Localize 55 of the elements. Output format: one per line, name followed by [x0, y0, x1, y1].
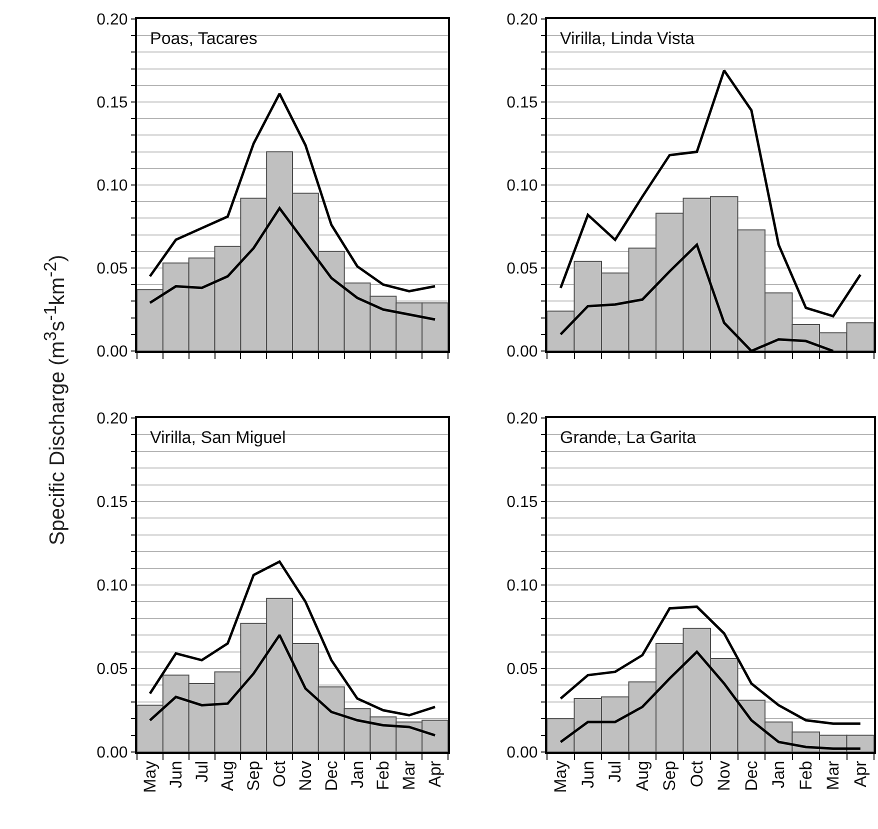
x-tick-label: Mar	[400, 760, 419, 790]
x-tick-label: Jan	[769, 760, 788, 788]
y-tick-label: 0.10	[96, 578, 128, 595]
x-tick-label: Nov	[296, 760, 315, 792]
x-tick-label: Jul	[192, 760, 212, 783]
y-tick-label: 0.15	[506, 94, 538, 112]
x-tick-label: Nov	[714, 760, 734, 792]
text: Poas, Tacares	[150, 29, 258, 48]
y-tick-label: 0.10	[506, 578, 538, 595]
x-tick-label: Jun	[166, 760, 186, 788]
line-series	[148, 206, 436, 321]
text: Virilla, San Miguel	[150, 428, 286, 447]
y-tick-label: 0.00	[96, 744, 128, 762]
y-tick-label: 0.00	[96, 344, 128, 361]
x-tick-label: Sep	[244, 760, 264, 792]
y-tick-label: 0.05	[506, 260, 538, 278]
line-series	[148, 92, 436, 292]
y-tick-label: 0.15	[96, 494, 128, 512]
y-tick-label: 0.05	[96, 260, 128, 278]
text: Virilla, Linda Vista	[560, 29, 696, 48]
x-tick-label: Dec	[322, 760, 341, 792]
x-tick-label: Mar	[824, 760, 843, 790]
x-tick-label: Aug	[218, 760, 238, 792]
x-tick-label: Apr	[426, 760, 445, 788]
x-tick-label: Oct	[270, 760, 290, 788]
x-tick-label: Dec	[742, 760, 761, 792]
y-tick-label: 0.15	[506, 494, 538, 512]
x-tick-label: Apr	[850, 760, 870, 788]
line-series	[559, 650, 862, 750]
x-tick-label: Oct	[687, 760, 706, 788]
y-tick-label: 0.10	[96, 178, 128, 195]
line-series	[148, 560, 436, 717]
x-tick-label: May	[140, 760, 160, 793]
y-tick-label: 0.20	[506, 410, 538, 428]
x-tick-label: Jan	[348, 760, 367, 788]
y-tick-label: 0.10	[506, 178, 538, 195]
x-tick-label: Feb	[374, 760, 393, 790]
x-tick-label: Feb	[796, 760, 816, 790]
line-series	[148, 634, 436, 737]
x-tick-label: Jul	[606, 760, 625, 783]
y-tick-label: 0.05	[96, 661, 128, 678]
y-tick-label: 0.20	[506, 12, 538, 29]
line-series	[559, 69, 862, 318]
y-tick-label: 0.15	[96, 94, 128, 112]
x-tick-label: Sep	[660, 760, 680, 792]
y-tick-label: 0.20	[96, 410, 128, 428]
y-tick-label: 0.20	[96, 12, 128, 29]
y-tick-label: 0.00	[506, 344, 538, 361]
line-series	[559, 605, 862, 725]
x-tick-label: Jun	[578, 760, 598, 788]
x-tick-label: Aug	[632, 760, 652, 792]
y-tick-label: 0.00	[506, 744, 538, 762]
x-tick-label: May	[551, 760, 570, 793]
y-tick-label: 0.05	[506, 661, 538, 678]
text: Grande, La Garita	[560, 428, 697, 447]
